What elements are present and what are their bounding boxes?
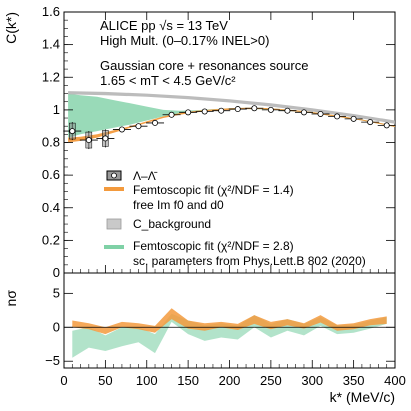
y-tick-label: 0.6 xyxy=(42,167,60,182)
legend-background-label: C_background xyxy=(133,217,211,231)
data-point xyxy=(79,131,98,150)
top-panel-data-points xyxy=(63,105,396,150)
bottom-y-axis-label: nσ xyxy=(3,290,19,307)
data-point xyxy=(195,108,214,115)
data-point xyxy=(261,106,280,113)
y-tick-label: 0.2 xyxy=(42,232,60,247)
x-tick-label: 100 xyxy=(136,373,158,388)
top-y-axis-label: C(k*) xyxy=(3,12,19,44)
legend: Λ–Λ̄ Femtoscopic fit (χ²/NDF = 1.4) free… xyxy=(104,169,366,268)
data-point xyxy=(112,126,131,133)
data-point xyxy=(228,106,247,113)
legend-fit2-swatch xyxy=(104,245,124,249)
y-tick-label: 1.6 xyxy=(42,4,60,19)
annotation-line-2: High Mult. (0–0.17% INEL>0) xyxy=(100,33,269,48)
annotation-line-3: Gaussian core + resonances source xyxy=(100,58,308,73)
bottom-panel-frame xyxy=(63,272,396,369)
legend-data-marker xyxy=(111,172,117,179)
bottom-panel-bands xyxy=(72,308,387,358)
data-point xyxy=(278,107,297,114)
data-point xyxy=(245,105,264,112)
annotation-line-1: ALICE pp √s = 13 TeV xyxy=(100,18,228,33)
data-point xyxy=(96,129,115,148)
data-point xyxy=(311,110,330,117)
y-tick-label: 1 xyxy=(53,102,60,117)
x-axis-label: k* (MeV/c) xyxy=(330,389,395,405)
x-tick-label: 250 xyxy=(260,373,282,388)
data-point xyxy=(63,122,82,141)
y-tick-label: 1.2 xyxy=(42,69,60,84)
legend-fit2-label: Femtoscopic fit (χ²/NDF = 2.8) xyxy=(133,239,294,253)
background-band xyxy=(68,91,395,124)
data-point xyxy=(212,107,231,114)
data-point xyxy=(129,123,148,130)
y-tick-label: 0.8 xyxy=(42,135,60,150)
legend-fit1-label: Femtoscopic fit (χ²/NDF = 1.4) xyxy=(133,183,294,197)
x-tick-label: 150 xyxy=(177,373,199,388)
fit2-band-bottom xyxy=(72,313,387,358)
data-point xyxy=(162,111,181,118)
x-tick-label: 300 xyxy=(301,373,323,388)
x-tick-label: 400 xyxy=(384,373,406,388)
data-point xyxy=(146,119,165,126)
data-point xyxy=(328,113,347,120)
y-tick-label: 0 xyxy=(53,319,60,334)
legend-data-label: Λ–Λ̄ xyxy=(133,169,158,183)
x-tick-label: 50 xyxy=(98,373,112,388)
y-tick-label: −5 xyxy=(45,353,60,368)
y-tick-label: 1.4 xyxy=(42,37,60,52)
y-tick-label: 0.4 xyxy=(42,200,60,215)
x-axis-ticks: 0 50 100 150 200 250 300 350 400 xyxy=(60,12,406,388)
x-tick-label: 350 xyxy=(343,373,365,388)
legend-fit1-sublabel: free Im f0 and d0 xyxy=(133,198,224,212)
annotation-line-4: 1.65 < mT < 4.5 GeV/c² xyxy=(100,73,236,88)
data-point xyxy=(361,119,380,126)
legend-background-swatch xyxy=(106,218,122,230)
top-panel-bands xyxy=(68,91,395,143)
top-y-axis-ticks: 0 0.2 0.4 0.6 0.8 1 1.2 1.4 1.6 xyxy=(42,4,395,280)
y-tick-label: 5 xyxy=(53,285,60,300)
legend-fit2-sublabel: sc. parameters from Phys.Lett.B 802 (202… xyxy=(133,254,366,268)
data-point xyxy=(344,115,363,122)
top-panel-frame xyxy=(63,11,396,274)
x-tick-label: 0 xyxy=(60,373,67,388)
data-point xyxy=(294,109,313,116)
bottom-y-axis-ticks: −5 0 5 xyxy=(45,285,395,368)
y-tick-label: 0 xyxy=(53,265,60,280)
data-point xyxy=(179,109,198,116)
x-tick-label: 200 xyxy=(219,373,241,388)
data-point xyxy=(377,122,396,129)
legend-fit1-swatch xyxy=(104,187,124,191)
